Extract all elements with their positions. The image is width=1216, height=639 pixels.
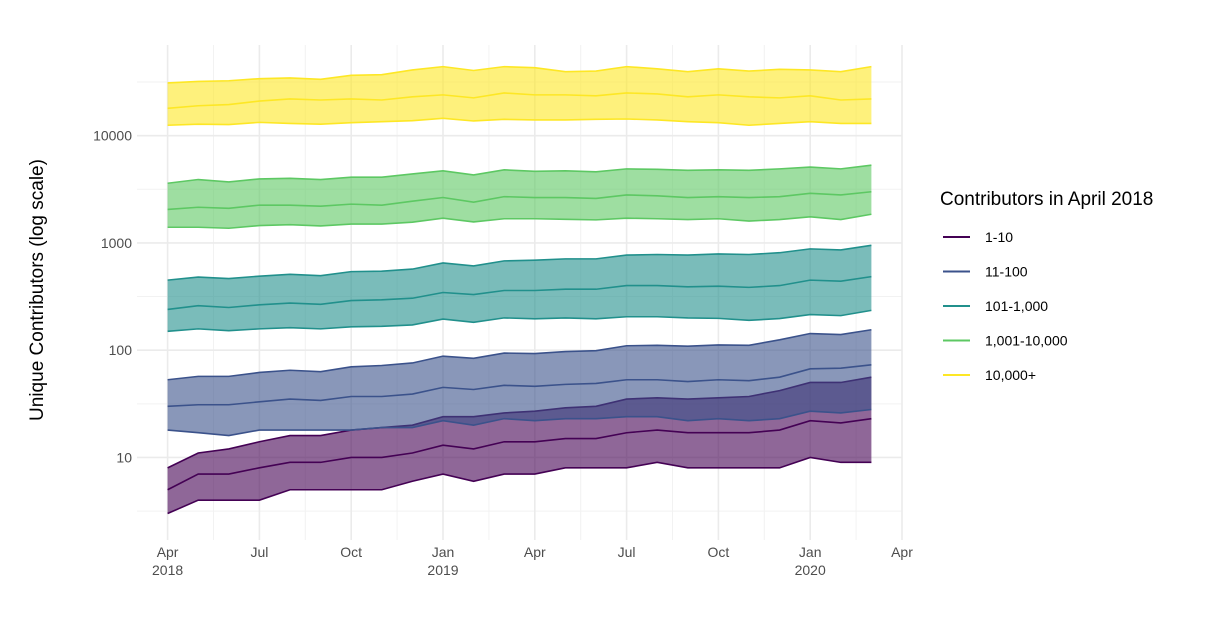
lower-line (167, 213, 872, 230)
median-line (167, 92, 872, 110)
x-tick-label: Apr (157, 544, 179, 560)
x-tick-label: Jan (799, 544, 822, 560)
legend-label: 1,001-10,000 (985, 333, 1068, 349)
median-line (167, 275, 872, 311)
x-tick-label: Jan (432, 544, 455, 560)
legend-label: 11-100 (985, 264, 1028, 280)
lower-line (167, 456, 872, 515)
lower-line (167, 309, 872, 333)
x-tick-label: Jul (250, 544, 268, 560)
x-tick-label: Oct (708, 544, 730, 560)
y-tick-label: 1000 (101, 235, 132, 251)
upper-line (167, 328, 872, 381)
y-tick-label: 10000 (93, 128, 132, 144)
median-line (167, 417, 872, 491)
x-tick-label: 2020 (795, 562, 826, 578)
x-tick-label: Oct (340, 544, 362, 560)
y-tick-label: 10 (116, 449, 132, 465)
median-line (167, 364, 872, 408)
ribbon (167, 66, 872, 126)
upper-line (167, 65, 872, 84)
ribbon (167, 329, 872, 436)
y-axis-label: Unique Contributors (log scale) (27, 159, 48, 421)
legend-label: 101-1,000 (985, 298, 1048, 314)
x-tick-label: Apr (524, 544, 546, 560)
x-tick-label: 2018 (152, 562, 183, 578)
x-tick-label: Apr (891, 544, 913, 560)
median-line (167, 190, 872, 211)
legend-label: 1-10 (985, 229, 1013, 245)
lower-line (167, 117, 872, 127)
ribbon (167, 245, 872, 332)
upper-line (167, 244, 872, 281)
y-tick-label: 100 (109, 342, 133, 358)
upper-line (167, 164, 872, 185)
legend-label: 10,000+ (985, 367, 1036, 383)
x-tick-label: Jul (618, 544, 636, 560)
legend-title: Contributors in April 2018 (940, 189, 1153, 210)
lower-line (167, 408, 872, 437)
x-tick-label: 2019 (427, 562, 458, 578)
